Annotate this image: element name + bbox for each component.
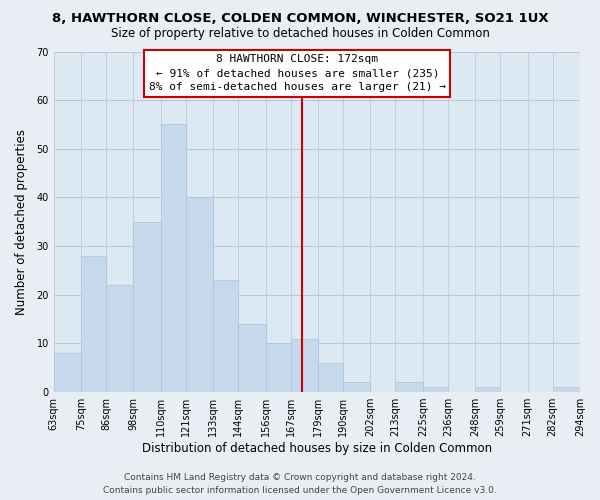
Text: 8 HAWTHORN CLOSE: 172sqm
← 91% of detached houses are smaller (235)
8% of semi-d: 8 HAWTHORN CLOSE: 172sqm ← 91% of detach… — [149, 54, 446, 92]
Bar — [318, 363, 343, 392]
Bar — [343, 382, 370, 392]
Bar — [161, 124, 186, 392]
Bar — [106, 285, 133, 392]
Bar — [553, 387, 580, 392]
Bar — [53, 353, 81, 392]
Bar — [266, 344, 290, 392]
Text: Size of property relative to detached houses in Colden Common: Size of property relative to detached ho… — [110, 28, 490, 40]
Y-axis label: Number of detached properties: Number of detached properties — [15, 129, 28, 315]
Text: 8, HAWTHORN CLOSE, COLDEN COMMON, WINCHESTER, SO21 1UX: 8, HAWTHORN CLOSE, COLDEN COMMON, WINCHE… — [52, 12, 548, 26]
Bar — [423, 387, 448, 392]
Bar — [186, 198, 213, 392]
Bar — [395, 382, 423, 392]
Bar — [290, 338, 318, 392]
X-axis label: Distribution of detached houses by size in Colden Common: Distribution of detached houses by size … — [142, 442, 492, 455]
Bar — [81, 256, 106, 392]
Bar — [238, 324, 266, 392]
Bar — [213, 280, 238, 392]
Text: Contains HM Land Registry data © Crown copyright and database right 2024.
Contai: Contains HM Land Registry data © Crown c… — [103, 474, 497, 495]
Bar — [133, 222, 161, 392]
Bar — [475, 387, 500, 392]
